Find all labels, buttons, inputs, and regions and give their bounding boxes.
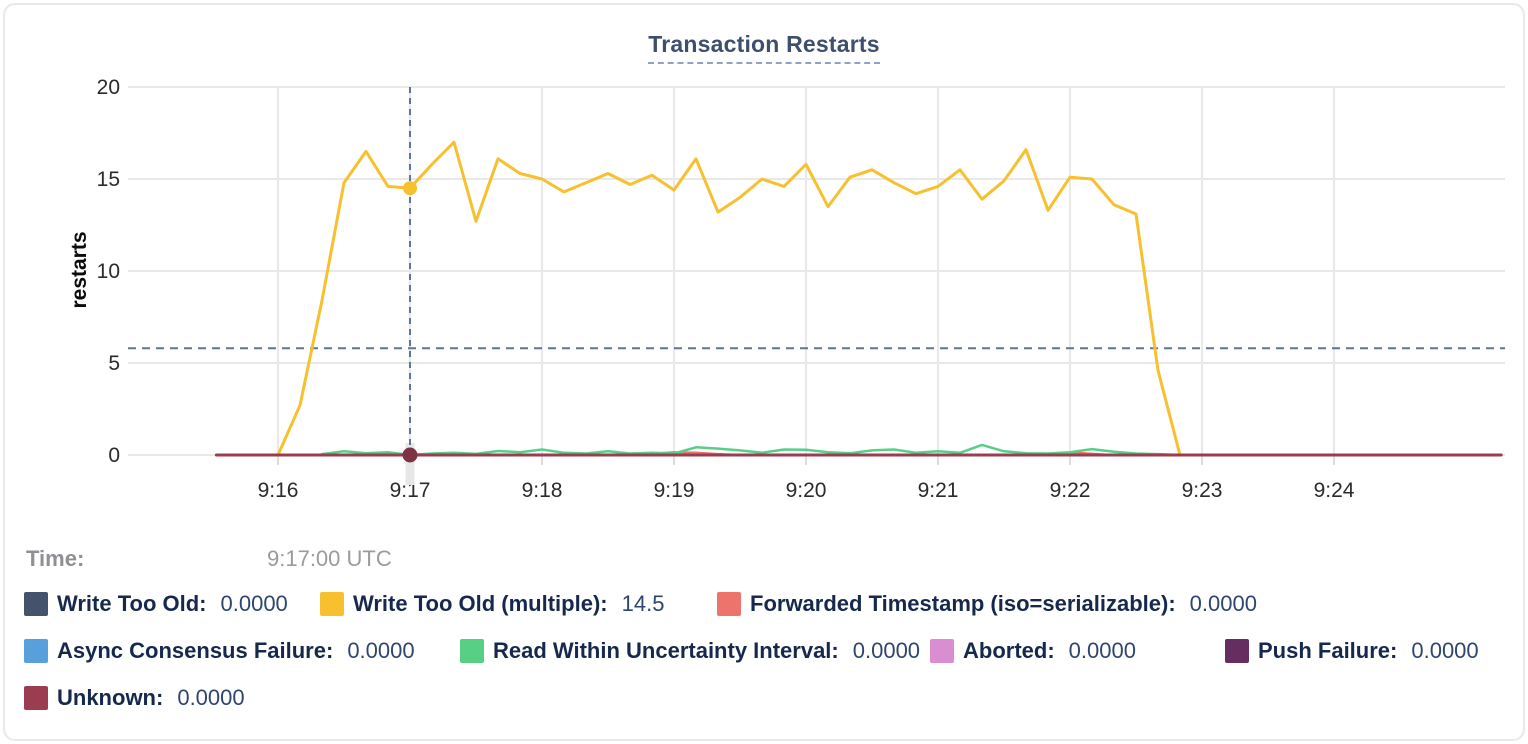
metric-graph-card: Transaction Restarts restarts 0 5 10 15 20 9:… [3, 3, 1525, 741]
legend-label: Forwarded Timestamp (iso=serializable): [750, 591, 1176, 616]
legend-value: 14.5 [621, 591, 665, 616]
tooltip-time-label: Time: [26, 546, 85, 571]
legend-swatch-aborted [930, 639, 954, 663]
legend-item-push-failure: Push Failure: 0.0000 [1225, 638, 1479, 664]
legend-row: Write Too Old: 0.0000 Write Too Old (multi… [24, 591, 1513, 617]
series-line-read-within-uncertainty-interval [320, 443, 1182, 457]
tooltip-time-row: Time: 9:17:00 UTC [26, 546, 1523, 572]
legend-swatch-write-too-old-multiple [320, 592, 344, 616]
x-tick-label: 9:21 [918, 479, 959, 502]
legend-label: Push Failure: [1258, 638, 1398, 663]
chart-header: Transaction Restarts [5, 31, 1523, 64]
x-tick-label: 9:19 [654, 479, 695, 502]
crosshair-tick-band [405, 443, 415, 485]
x-tick-label: 9:16 [258, 479, 299, 502]
legend-row: Async Consensus Failure: 0.0000 Read Withi… [24, 638, 1513, 664]
tooltip-time-value: 9:17:00 UTC [267, 546, 392, 571]
x-tick-label: 9:17 [390, 479, 431, 502]
hover-dot-unknown [402, 447, 418, 463]
legend-swatch-read-within-uncertainty-interval [460, 639, 484, 663]
y-tick-label: 20 [97, 76, 120, 99]
x-tick-label: 9:18 [522, 479, 563, 502]
chart-title[interactable]: Transaction Restarts [648, 31, 880, 64]
y-tick-label: 10 [97, 260, 120, 283]
legend-row: Unknown: 0.0000 [24, 685, 1513, 711]
chart-legend: Write Too Old: 0.0000 Write Too Old (multi… [24, 591, 1513, 732]
legend-label: Async Consensus Failure: [57, 638, 334, 663]
legend-value: 0.0000 [1411, 638, 1479, 663]
legend-swatch-forwarded-timestamp [717, 592, 741, 616]
legend-swatch-write-too-old [24, 592, 48, 616]
legend-value: 0.0000 [1189, 591, 1257, 616]
legend-value: 0.0000 [852, 638, 921, 663]
x-tick-label: 9:20 [786, 479, 827, 502]
legend-swatch-async-consensus-failure [24, 639, 48, 663]
legend-item-read-within-uncertainty-interval: Read Within Uncertainty Interval: 0.0000 [460, 638, 930, 664]
legend-item-forwarded-timestamp: Forwarded Timestamp (iso=serializable): 0… [717, 591, 1257, 617]
legend-item-write-too-old: Write Too Old: 0.0000 [24, 591, 320, 617]
legend-label: Read Within Uncertainty Interval: [493, 638, 839, 663]
hover-dot-write-too-old-multiple [403, 181, 417, 196]
x-tick-label: 9:22 [1050, 479, 1091, 502]
legend-item-unknown: Unknown: 0.0000 [24, 685, 245, 711]
legend-item-aborted: Aborted: 0.0000 [930, 638, 1225, 664]
x-tick-label: 9:24 [1314, 479, 1355, 502]
series-line-write-too-old-multiple [276, 140, 1182, 457]
plot-area[interactable]: 0 5 10 15 20 9:16 9:17 9:18 9:19 9:20 9:21 9:22 9:23… [5, 5, 1525, 517]
legend-swatch-push-failure [1225, 639, 1249, 663]
legend-label: Write Too Old (multiple): [353, 591, 608, 616]
legend-label: Aborted: [963, 638, 1055, 663]
x-tick-label: 9:23 [1182, 479, 1223, 502]
legend-value: 0.0000 [220, 591, 288, 616]
legend-item-async-consensus-failure: Async Consensus Failure: 0.0000 [24, 638, 460, 664]
legend-item-write-too-old-multiple: Write Too Old (multiple): 14.5 [320, 591, 717, 617]
y-tick-label: 15 [97, 168, 120, 191]
legend-label: Write Too Old: [57, 591, 207, 616]
legend-value: 0.0000 [1068, 638, 1136, 663]
legend-label: Unknown: [57, 685, 164, 710]
legend-value: 0.0000 [347, 638, 415, 663]
legend-swatch-unknown [24, 686, 48, 710]
y-tick-label: 0 [108, 444, 120, 467]
y-tick-label: 5 [108, 352, 120, 375]
legend-value: 0.0000 [177, 685, 245, 710]
